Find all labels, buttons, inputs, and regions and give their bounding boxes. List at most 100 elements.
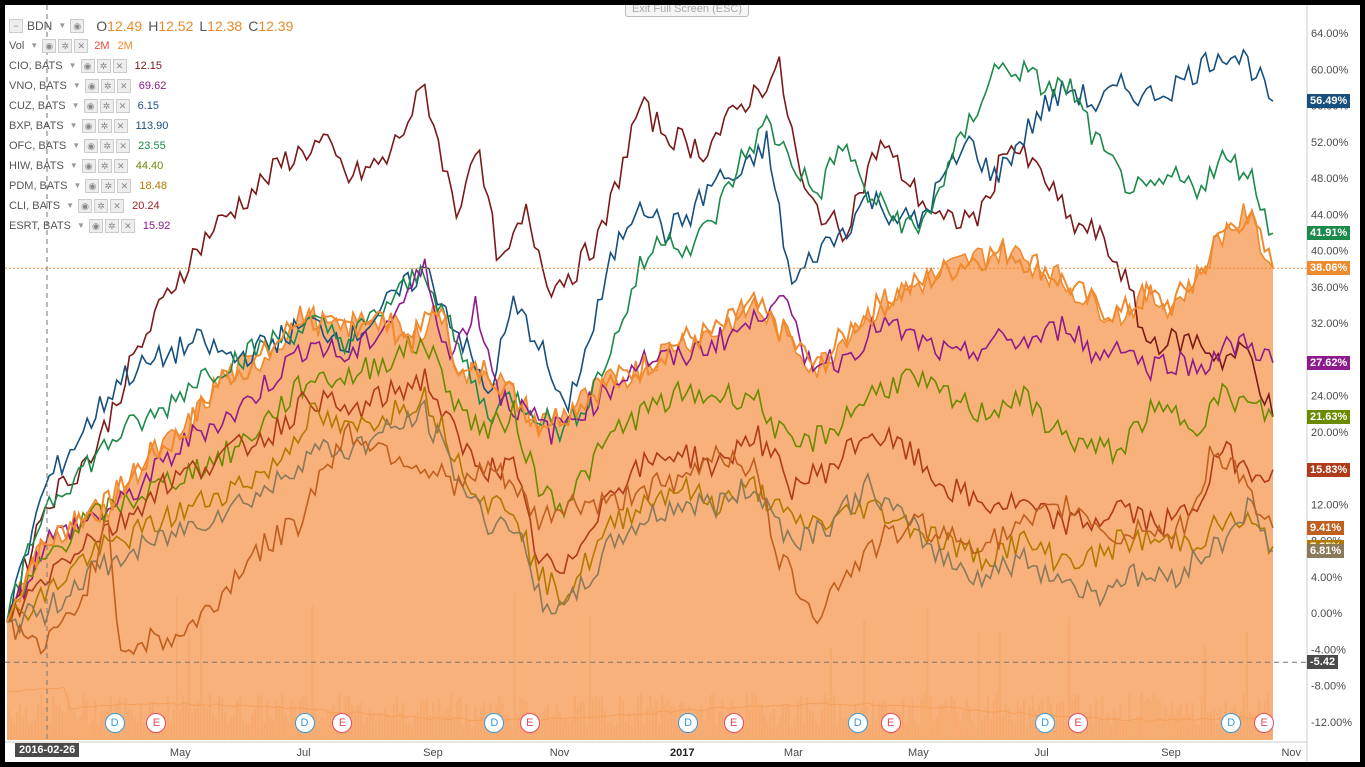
close-icon[interactable]: ✕ [113,159,128,173]
eye-icon[interactable]: ◉ [80,59,95,73]
series-line-cli[interactable] [6,368,1274,623]
series-line-vno[interactable] [6,258,1274,623]
eye-icon[interactable]: ◉ [85,179,100,193]
x-tick-label: Mar [784,747,803,759]
x-tick-label: 2017 [670,747,694,759]
close-icon[interactable]: ✕ [115,99,130,113]
eye-icon[interactable]: ◉ [84,139,99,153]
eye-icon[interactable]: ◉ [42,39,57,53]
earnings-marker[interactable]: E [332,713,353,733]
dividend-marker[interactable]: D [1221,713,1242,733]
y-tick-label: 32.00% [1311,318,1349,330]
gear-icon[interactable]: ✲ [101,179,116,193]
series-line-ofc[interactable] [6,58,1274,623]
chevron-down-icon[interactable]: ▼ [68,61,77,70]
eye-icon[interactable]: ◉ [84,79,99,93]
gear-icon[interactable]: ✲ [104,219,119,233]
gear-icon[interactable]: ✲ [97,159,112,173]
series-line-cio[interactable] [6,56,1274,623]
legend-row: VNO, BATS ▼ ◉ ✲ ✕ 69.62 [9,76,293,96]
chevron-down-icon[interactable]: ▼ [73,181,82,190]
gear-icon[interactable]: ✲ [58,39,73,53]
dividend-marker[interactable]: D [1035,713,1056,733]
series-line-cuz[interactable] [6,399,1274,636]
x-tick-label: Jul [297,747,311,759]
close-icon[interactable]: ✕ [74,39,89,53]
legend-symbol-bxp[interactable]: BXP, BATS [9,120,64,132]
exit-fullscreen-button[interactable]: Exit Full Screen (ESC) [625,5,749,17]
close-icon[interactable]: ✕ [110,199,125,213]
legend-symbol-vno[interactable]: VNO, BATS [9,80,67,92]
dividend-marker[interactable]: D [678,713,699,733]
legend-symbol-esrt[interactable]: ESRT, BATS [9,220,71,232]
gear-icon[interactable]: ✲ [100,79,115,93]
x-tick-label: May [170,747,191,759]
gear-icon[interactable]: ✲ [99,99,114,113]
legend-row: CIO, BATS ▼ ◉ ✲ ✕ 12.15 [9,56,293,76]
legend-series-rows: CIO, BATS ▼ ◉ ✲ ✕ 12.15 VNO, BATS ▼ ◉ ✲ ✕ 69.62 CUZ,… [9,56,293,236]
chart-canvas[interactable]: 64.00%60.00%56.00%52.00%48.00%44.00%40.0… [5,5,1360,762]
chevron-down-icon[interactable]: ▼ [72,141,81,150]
legend-symbol-ofc[interactable]: OFC, BATS [9,140,67,152]
ohlc-value-h: 12.52 [158,18,194,34]
gear-icon[interactable]: ✲ [100,139,115,153]
dividend-marker[interactable]: D [484,713,505,733]
close-icon[interactable]: ✕ [117,179,132,193]
legend-symbol-pdm[interactable]: PDM, BATS [9,180,68,192]
earnings-marker[interactable]: E [146,713,167,733]
close-icon[interactable]: ✕ [112,59,127,73]
earnings-marker[interactable]: E [1068,713,1089,733]
series-line-bxp[interactable] [6,48,1274,623]
volume-label[interactable]: Vol [9,40,25,52]
chevron-down-icon[interactable]: ▼ [72,81,81,90]
gear-icon[interactable]: ✲ [96,59,111,73]
series-line-esrt[interactable] [6,420,1274,656]
price-tag-ofc: 41.91% [1307,226,1351,241]
chevron-down-icon[interactable]: ▼ [76,221,85,230]
eye-icon[interactable]: ◉ [78,199,93,213]
close-icon[interactable]: ✕ [113,119,128,133]
dividend-marker[interactable]: D [294,713,315,733]
series-line-bdn-top[interactable] [6,208,1274,623]
chevron-down-icon[interactable]: ▼ [30,41,39,50]
chevron-down-icon[interactable]: ▼ [58,21,67,30]
y-tick-label: 36.00% [1311,282,1349,294]
y-tick-label: -4.00% [1311,644,1346,656]
legend-row: CLI, BATS ▼ ◉ ✲ ✕ 20.24 [9,196,293,216]
earnings-marker[interactable]: E [1254,713,1275,733]
earnings-marker[interactable]: E [519,713,540,733]
close-icon[interactable]: ✕ [116,139,131,153]
ohlc-value-c: 12.39 [258,18,294,34]
main-symbol[interactable]: BDN [27,19,53,33]
chevron-down-icon[interactable]: ▼ [71,101,80,110]
chevron-down-icon[interactable]: ▼ [66,201,75,210]
ohlc-values: O12.49 H12.52 L12.38 C12.39 [90,16,293,36]
legend-symbol-cli[interactable]: CLI, BATS [9,200,61,212]
y-tick-label: 12.00% [1311,499,1349,511]
eye-icon[interactable]: ◉ [83,99,98,113]
close-icon[interactable]: ✕ [116,79,131,93]
legend-value-hiw: 44.40 [135,160,164,172]
earnings-marker[interactable]: E [723,713,744,733]
close-icon[interactable]: ✕ [120,219,135,233]
legend-symbol-hiw[interactable]: HIW, BATS [9,160,64,172]
eye-icon[interactable]: ◉ [81,159,96,173]
eye-icon[interactable]: ◉ [70,19,85,33]
chevron-down-icon[interactable]: ▼ [69,121,78,130]
dividend-marker[interactable]: D [104,713,125,733]
gear-icon[interactable]: ✲ [94,199,109,213]
price-tag-hiw: 21.63% [1307,410,1351,425]
gear-icon[interactable]: ✲ [97,119,112,133]
dividend-marker[interactable]: D [847,713,868,733]
legend-row: ESRT, BATS ▼ ◉ ✲ ✕ 15.92 [9,216,293,236]
series-line-hiw[interactable] [6,336,1274,623]
collapse-icon[interactable]: − [9,19,23,33]
eye-icon[interactable]: ◉ [88,219,103,233]
chevron-down-icon[interactable]: ▼ [69,161,78,170]
legend-symbol-cio[interactable]: CIO, BATS [9,60,63,72]
legend-symbol-cuz[interactable]: CUZ, BATS [9,100,66,112]
legend-value-ofc: 23.55 [138,140,166,152]
eye-icon[interactable]: ◉ [81,119,96,133]
earnings-marker[interactable]: E [880,713,901,733]
series-line-pdm[interactable] [6,386,1274,623]
